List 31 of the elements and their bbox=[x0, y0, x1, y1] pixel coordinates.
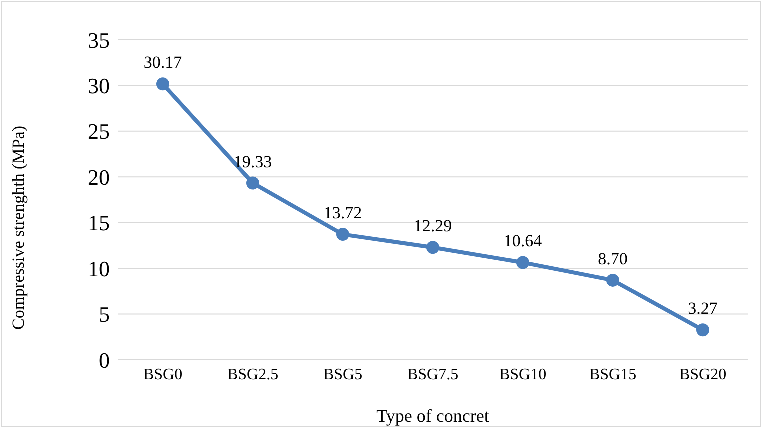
point bbox=[696, 324, 710, 337]
y-tick-label: 35 bbox=[88, 28, 110, 53]
data-label: 30.17 bbox=[144, 53, 183, 72]
point bbox=[246, 176, 260, 190]
x-tick-label: BSG7.5 bbox=[407, 366, 459, 384]
y-tick-label: 25 bbox=[88, 119, 110, 144]
x-tick-label: BSG15 bbox=[589, 366, 637, 384]
y-tick-label: 20 bbox=[88, 164, 110, 190]
y-tick-label: 0 bbox=[99, 348, 110, 373]
x-tick-label: BSG2.5 bbox=[227, 366, 279, 384]
data-label: 13.72 bbox=[324, 204, 362, 223]
x-tick-label: BSG0 bbox=[143, 366, 183, 384]
point bbox=[516, 256, 530, 270]
y-axis-title: Compressive strenghth (MPa) bbox=[9, 126, 28, 330]
point bbox=[426, 241, 440, 254]
y-tick-label: 15 bbox=[88, 210, 110, 236]
y-tick-label: 10 bbox=[88, 256, 110, 282]
data-label: 12.29 bbox=[414, 216, 452, 236]
data-label: 3.27 bbox=[688, 299, 718, 318]
data-label: 10.64 bbox=[504, 232, 543, 251]
x-axis-title: Type of concret bbox=[376, 406, 490, 426]
data-label: 8.70 bbox=[598, 249, 628, 268]
x-tick-label: BSG5 bbox=[323, 366, 363, 384]
y-tick-label: 5 bbox=[99, 302, 110, 328]
point bbox=[606, 274, 620, 287]
x-tick-label: BSG10 bbox=[499, 366, 547, 384]
x-tick-label: BSG20 bbox=[679, 366, 727, 384]
point bbox=[156, 78, 170, 91]
point bbox=[336, 228, 350, 242]
y-tick-label: 30 bbox=[88, 74, 110, 99]
data-label: 19.33 bbox=[234, 152, 272, 172]
